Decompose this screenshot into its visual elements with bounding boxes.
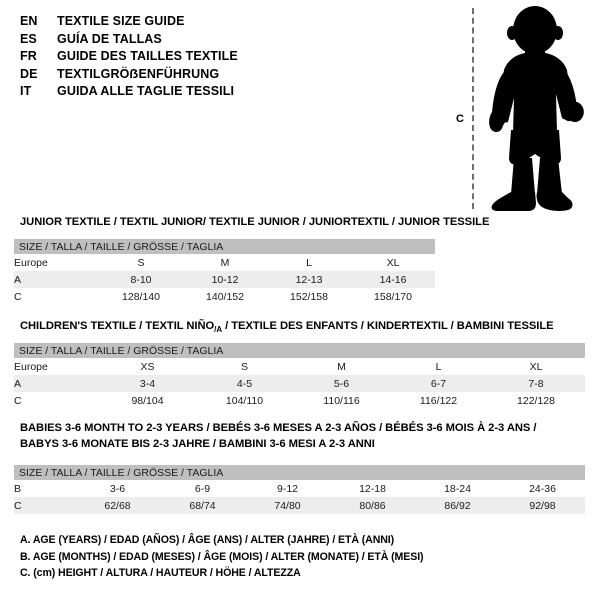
language-row-fr: FR GUIDE DES TAILLES TEXTILE [20,49,420,67]
language-title-block: EN TEXTILE SIZE GUIDE ES GUÍA DE TALLAS … [20,14,420,102]
cell-value: 62/68 [75,497,160,514]
band-label: SIZE / TALLA / TAILLE / GRÖSSE / TAGLIA [14,239,436,254]
children-size-table: SIZE / TALLA / TAILLE / GRÖSSE / TAGLIA … [14,343,585,409]
language-row-de: DE TEXTILGRÖẞENFÜHRUNG [20,67,420,85]
cell-value: 12-13 [267,271,351,288]
section-heading-junior: JUNIOR TEXTILE / TEXTIL JUNIOR/ TEXTILE … [20,216,490,228]
cell-value: 12-18 [330,480,415,497]
cell-value: 140/152 [183,288,267,305]
column-header-m: M [183,254,267,271]
cell-value: 98/104 [99,392,196,409]
column-header-m: M [293,358,390,375]
language-row-it: IT GUIDA ALLE TAGLIE TESSILI [20,84,420,102]
cell-value: 24-36 [500,480,586,497]
table-row: A 8-10 10-12 12-13 14-16 [14,271,436,288]
language-title-it: GUIDA ALLE TAGLIE TESSILI [57,84,235,98]
row-label-c: C [14,392,99,409]
cell-value: 3-6 [75,480,160,497]
table-header-row: Europe XS S M L XL [14,358,585,375]
language-title-fr: GUIDE DES TAILLES TEXTILE [57,49,238,63]
table-row: C 128/140 140/152 152/158 158/170 [14,288,436,305]
cell-value: 6-7 [390,375,487,392]
cell-value: 80/86 [330,497,415,514]
height-reference-line [472,8,474,209]
cell-value: 92/98 [500,497,586,514]
table-band-row: SIZE / TALLA / TAILLE / GRÖSSE / TAGLIA [14,343,585,358]
table-row: B 3-6 6-9 9-12 12-18 18-24 24-36 [14,480,586,497]
column-group-label: Europe [14,358,99,375]
language-title-en: TEXTILE SIZE GUIDE [57,14,185,28]
language-row-es: ES GUÍA DE TALLAS [20,32,420,50]
language-code-en: EN [20,14,38,28]
column-header-l: L [390,358,487,375]
column-header-xl: XL [487,358,585,375]
row-label-b: B [14,480,75,497]
section-heading-children: CHILDREN'S TEXTILE / TEXTIL NIÑO/A / TEX… [20,320,554,334]
table-band-row: SIZE / TALLA / TAILLE / GRÖSSE / TAGLIA [14,465,586,480]
cell-value: 152/158 [267,288,351,305]
column-header-xl: XL [351,254,436,271]
column-header-s: S [99,254,183,271]
cell-value: 104/110 [196,392,293,409]
language-code-it: IT [20,84,32,98]
legend-block: A. AGE (YEARS) / EDAD (AÑOS) / ÂGE (ANS)… [20,532,424,582]
legend-item-b: B. AGE (MONTHS) / EDAD (MESES) / ÂGE (MO… [20,550,424,563]
column-header-l: L [267,254,351,271]
language-code-de: DE [20,66,38,81]
cell-value: 7-8 [487,375,585,392]
junior-size-table: SIZE / TALLA / TAILLE / GRÖSSE / TAGLIA … [14,239,436,305]
table-band-row: SIZE / TALLA / TAILLE / GRÖSSE / TAGLIA [14,239,436,254]
legend-item-a: A. AGE (YEARS) / EDAD (AÑOS) / ÂGE (ANS)… [20,534,395,546]
cell-value: 128/140 [99,288,183,305]
language-row-en: EN TEXTILE SIZE GUIDE [20,14,420,32]
height-figure-area: C [448,6,594,211]
cell-value: 110/116 [293,392,390,409]
column-group-label: Europe [14,254,99,271]
babies-size-table: SIZE / TALLA / TAILLE / GRÖSSE / TAGLIA … [14,465,586,514]
language-title-es: GUÍA DE TALLAS [57,31,162,46]
cell-value: 3-4 [99,375,196,392]
cell-value: 9-12 [245,480,330,497]
table-row: A 3-4 4-5 5-6 6-7 7-8 [14,375,585,392]
column-header-s: S [196,358,293,375]
cell-value: 116/122 [390,392,487,409]
cell-value: 122/128 [487,392,585,409]
section-heading-babies-line2: BABYS 3-6 MONATE BIS 2-3 JAHRE / BAMBINI… [20,438,375,450]
section-heading-children-sub: /A [214,325,223,335]
cell-value: 5-6 [293,375,390,392]
toddler-silhouette [489,6,584,211]
section-heading-babies: BABIES 3-6 MONTH TO 2-3 YEARS / BEBÉS 3-… [20,420,536,452]
language-title-de: TEXTILGRÖẞENFÜHRUNG [57,66,220,81]
cell-value: 158/170 [351,288,436,305]
band-label: SIZE / TALLA / TAILLE / GRÖSSE / TAGLIA [14,465,586,480]
cell-value: 74/80 [245,497,330,514]
table-header-row: Europe S M L XL [14,254,436,271]
cell-value: 4-5 [196,375,293,392]
table-row: C 62/68 68/74 74/80 80/86 86/92 92/98 [14,497,586,514]
legend-item-c: C. (cm) HEIGHT / ALTURA / HAUTEUR / HÖHE… [20,567,301,579]
row-label-a: A [14,375,99,392]
row-label-c: C [14,497,75,514]
cell-value: 8-10 [99,271,183,288]
cell-value: 6-9 [160,480,245,497]
section-heading-babies-line1: BABIES 3-6 MONTH TO 2-3 YEARS / BEBÉS 3-… [20,422,537,434]
cell-value: 10-12 [183,271,267,288]
language-code-fr: FR [20,49,37,63]
cell-value: 14-16 [351,271,436,288]
section-heading-children-post: / TEXTILE DES ENFANTS / KINDERTEXTIL / B… [222,320,554,332]
row-label-a: A [14,271,99,288]
table-row: C 98/104 104/110 110/116 116/122 122/128 [14,392,585,409]
language-code-es: ES [20,31,37,46]
column-header-xs: XS [99,358,196,375]
section-heading-children-pre: CHILDREN'S TEXTILE / TEXTIL NIÑO [20,320,215,332]
cell-value: 68/74 [160,497,245,514]
cell-value: 18-24 [415,480,500,497]
cell-value: 86/92 [415,497,500,514]
band-label: SIZE / TALLA / TAILLE / GRÖSSE / TAGLIA [14,343,585,358]
row-label-c: C [14,288,99,305]
height-marker-label: C [456,113,464,125]
